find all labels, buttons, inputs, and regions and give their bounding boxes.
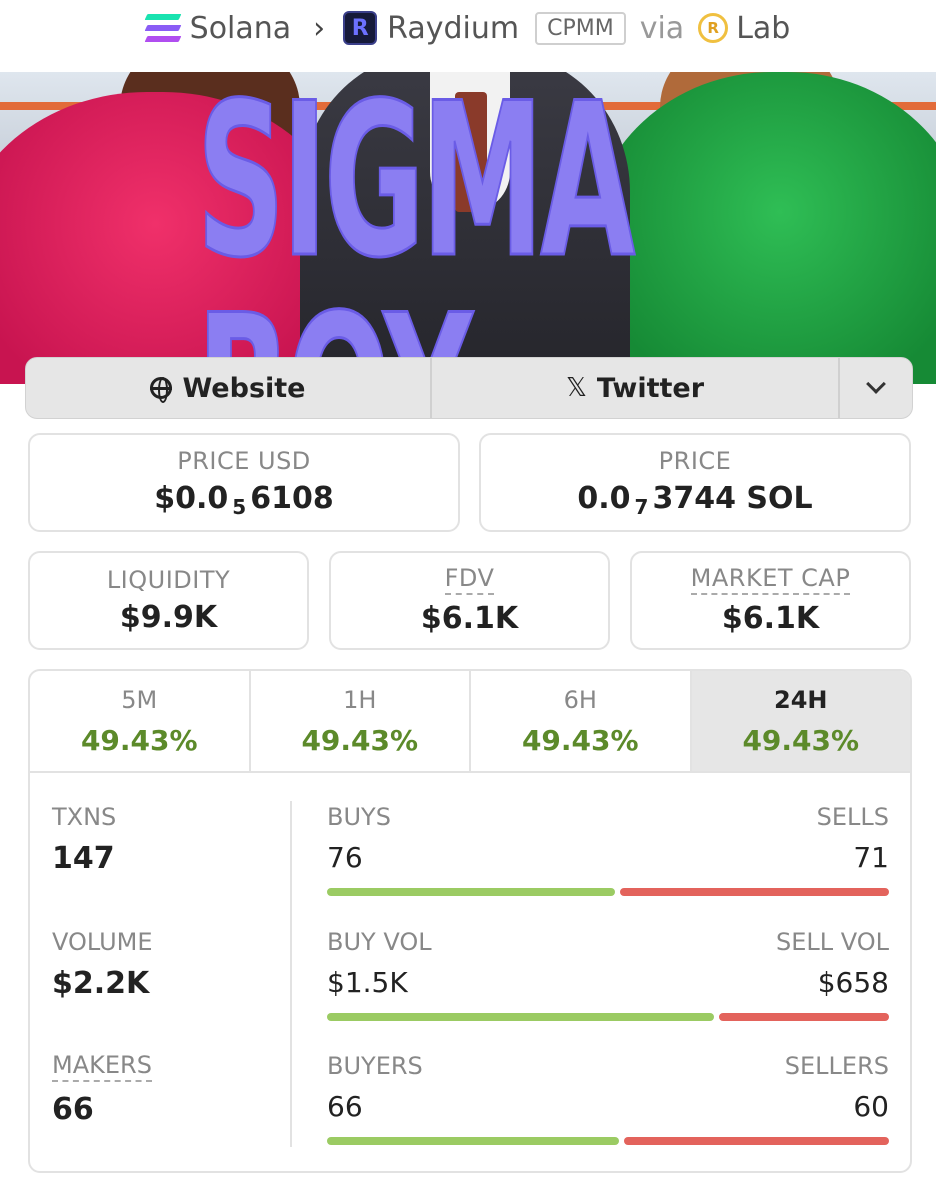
- banner-figure-pink: [0, 92, 350, 384]
- tab-24h[interactable]: 24H 49.43%: [691, 671, 910, 771]
- lab-icon: R: [698, 13, 729, 43]
- tab-label: 6H: [563, 685, 597, 714]
- market-cap-label: MARKET CAP: [690, 565, 851, 595]
- volume-stat: VOLUME $2.2K: [52, 928, 153, 1001]
- breadcrumb-chain[interactable]: Solana: [144, 10, 292, 46]
- buy-bar-fill: [327, 1013, 715, 1021]
- buy-bar-fill: [327, 888, 615, 896]
- sells-label: SELLS: [816, 803, 889, 831]
- buyers-sellers-bar: [327, 1137, 889, 1145]
- breadcrumb-dex[interactable]: R Raydium: [343, 11, 519, 46]
- launchpad-label: Lab: [736, 10, 791, 46]
- sells-value: 71: [853, 841, 889, 874]
- makers-value: 66: [52, 1091, 94, 1127]
- tab-change-value: 49.43%: [301, 723, 419, 757]
- fdv-value: $6.1K: [420, 600, 519, 636]
- breadcrumb-launchpad[interactable]: R Lab: [698, 11, 790, 46]
- tab-change-value: 49.43%: [80, 723, 198, 757]
- tab-change-value: 49.43%: [521, 723, 639, 757]
- via-label: via: [639, 10, 685, 46]
- buys-value: 76: [327, 841, 363, 874]
- txns-stat: TXNS 147: [52, 803, 116, 876]
- price-native-label: PRICE: [658, 446, 732, 475]
- liquidity-card: LIQUIDITY $9.9K: [28, 551, 309, 650]
- fdv-card[interactable]: FDV $6.1K: [329, 551, 610, 650]
- sell-bar-fill: [719, 1013, 889, 1021]
- chain-label: Solana: [189, 10, 292, 46]
- social-links-bar: Website 𝕏 Twitter: [25, 357, 913, 419]
- token-banner: SIGMA BOY: [0, 72, 936, 384]
- buy-vol-label: BUY VOL: [327, 928, 432, 956]
- buy-vol-value: $1.5K: [327, 966, 408, 999]
- liquidity-value: $9.9K: [119, 600, 218, 635]
- tab-5m[interactable]: 5M 49.43%: [30, 671, 251, 771]
- market-cap-card[interactable]: MARKET CAP $6.1K: [630, 551, 911, 650]
- txns-value: 147: [52, 841, 115, 876]
- banner-figure-green: [590, 72, 936, 384]
- tab-1h[interactable]: 1H 49.43%: [251, 671, 471, 771]
- buyers-sellers-row: BUYERS SELLERS 66 60: [327, 1052, 889, 1145]
- twitter-label: Twitter: [596, 372, 705, 404]
- buyers-label: BUYERS: [327, 1052, 423, 1080]
- liquidity-label: LIQUIDITY: [106, 566, 231, 594]
- raydium-icon: R: [343, 11, 378, 45]
- price-native-card: PRICE 0.0 7 3744 SOL: [479, 433, 911, 532]
- globe-icon: [150, 377, 173, 403]
- buys-sells-bar: [327, 888, 889, 896]
- website-label: Website: [182, 372, 306, 404]
- makers-label: MAKERS: [52, 1051, 152, 1082]
- txns-label: TXNS: [52, 803, 117, 831]
- fdv-label: FDV: [444, 565, 495, 595]
- chevron-down-icon: [866, 374, 886, 394]
- buyers-value: 66: [327, 1090, 363, 1123]
- trade-stats: TXNS 147 VOLUME $2.2K MAKERS 66 BUYS SELL…: [30, 773, 910, 1171]
- volume-row: BUY VOL SELL VOL $1.5K $658: [327, 928, 889, 1021]
- tab-6h[interactable]: 6H 49.43%: [471, 671, 692, 771]
- price-usd-label: PRICE USD: [177, 446, 311, 475]
- twitter-button[interactable]: 𝕏 Twitter: [432, 358, 840, 418]
- volume-value: $2.2K: [52, 966, 150, 1001]
- banner-figure-tie: [455, 92, 487, 212]
- volume-bar: [327, 1013, 889, 1021]
- timeframe-tabs: 5M 49.43% 1H 49.43% 6H 49.43% 24H 49.43%: [30, 671, 910, 773]
- x-logo-icon: 𝕏: [565, 373, 587, 403]
- sell-bar-fill: [623, 1137, 889, 1145]
- dex-label: Raydium: [387, 10, 520, 46]
- website-button[interactable]: Website: [26, 358, 432, 418]
- buys-sells-row: BUYS SELLS 76 71: [327, 803, 889, 896]
- chevron-right-icon: ›: [313, 10, 326, 46]
- sell-vol-label: SELL VOL: [775, 928, 889, 956]
- stats-divider: [290, 801, 292, 1147]
- solana-icon: [144, 14, 182, 42]
- tab-label: 1H: [343, 685, 377, 714]
- buys-label: BUYS: [327, 803, 391, 831]
- tab-label: 5M: [121, 685, 158, 714]
- pool-type-badge: CPMM: [535, 11, 626, 45]
- price-usd-card: PRICE USD $0.0 5 6108: [28, 433, 460, 532]
- market-cap-value: $6.1K: [721, 600, 820, 636]
- sell-vol-value: $658: [817, 966, 889, 999]
- tab-change-value: 49.43%: [742, 723, 860, 757]
- timeframe-stats-panel: 5M 49.43% 1H 49.43% 6H 49.43% 24H 49.43%…: [28, 669, 912, 1173]
- volume-label: VOLUME: [52, 928, 153, 956]
- tab-label: 24H: [774, 685, 828, 714]
- sellers-value: 60: [853, 1090, 889, 1123]
- sellers-label: SELLERS: [784, 1052, 889, 1080]
- breadcrumb: Solana › R Raydium CPMM via R Lab: [0, 0, 936, 56]
- more-links-button[interactable]: [840, 358, 912, 418]
- price-native-value: 0.0 7 3744 SOL: [577, 480, 813, 519]
- buy-bar-fill: [327, 1137, 619, 1145]
- makers-stat[interactable]: MAKERS 66: [52, 1051, 152, 1127]
- banner-title: SIGMA BOY: [196, 72, 637, 384]
- price-usd-value: $0.0 5 6108: [154, 480, 334, 519]
- sell-bar-fill: [619, 888, 889, 896]
